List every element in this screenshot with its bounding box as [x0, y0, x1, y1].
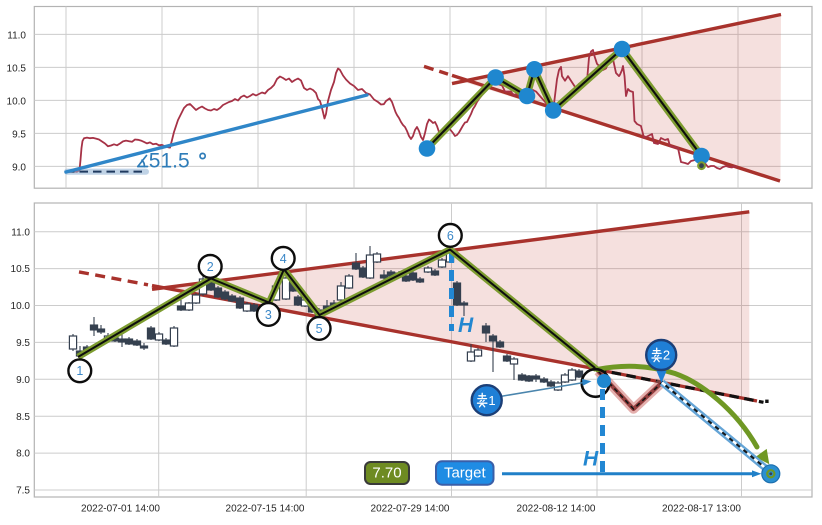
svg-text:4: 4: [280, 252, 287, 266]
svg-text:11.0: 11.0: [11, 227, 30, 238]
svg-text:2: 2: [663, 348, 670, 363]
svg-text:2022-07-01 14:00: 2022-07-01 14:00: [81, 504, 160, 515]
svg-text:1: 1: [488, 393, 495, 408]
svg-text:H: H: [583, 448, 599, 471]
svg-text:Target: Target: [444, 465, 487, 482]
svg-text:8.5: 8.5: [16, 412, 30, 423]
svg-text:6: 6: [447, 229, 454, 243]
svg-text:7.70: 7.70: [372, 465, 401, 482]
svg-text:3: 3: [265, 308, 272, 322]
svg-text:2022-07-29 14:00: 2022-07-29 14:00: [371, 504, 450, 515]
svg-text:7.5: 7.5: [16, 486, 30, 497]
svg-text:51.5: 51.5: [149, 150, 190, 173]
svg-text:10.5: 10.5: [11, 264, 31, 275]
svg-text:9.0: 9.0: [16, 375, 30, 386]
svg-text:2022-08-12 14:00: 2022-08-12 14:00: [517, 504, 596, 515]
svg-text:H: H: [458, 314, 474, 337]
svg-text:9.0: 9.0: [12, 162, 26, 173]
svg-text:10.5: 10.5: [7, 63, 27, 74]
svg-text:11.0: 11.0: [7, 30, 26, 41]
svg-text:9.5: 9.5: [12, 129, 26, 140]
svg-text:2: 2: [207, 260, 214, 274]
svg-text:2022-08-17 13:00: 2022-08-17 13:00: [662, 504, 741, 515]
svg-text:9.5: 9.5: [16, 338, 30, 349]
svg-text:1: 1: [76, 364, 83, 378]
svg-text:2022-07-15 14:00: 2022-07-15 14:00: [226, 504, 305, 515]
svg-text:10.0: 10.0: [7, 96, 27, 107]
svg-text:10.0: 10.0: [11, 301, 31, 312]
svg-text:5: 5: [316, 322, 323, 336]
svg-text:8.0: 8.0: [16, 449, 30, 460]
